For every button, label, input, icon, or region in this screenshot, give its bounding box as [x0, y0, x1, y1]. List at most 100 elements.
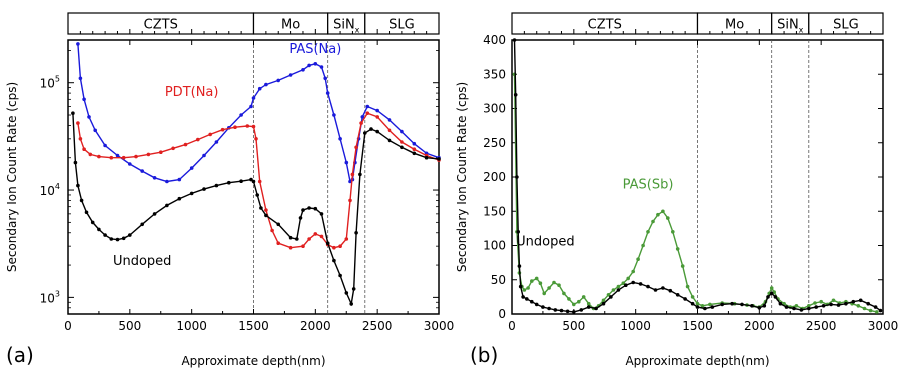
- data-point: [128, 162, 132, 166]
- data-point: [189, 166, 194, 170]
- data-point: [829, 302, 833, 307]
- region-label-text: CZTS: [588, 18, 622, 33]
- data-point: [821, 304, 826, 308]
- data-point: [720, 302, 724, 307]
- data-point: [567, 297, 571, 301]
- x-tick-label: 2000: [744, 319, 775, 333]
- data-point: [616, 288, 621, 292]
- data-point: [189, 191, 194, 196]
- data-point: [516, 230, 520, 234]
- y-tick-label: 100: [483, 239, 506, 253]
- data-point: [307, 206, 311, 210]
- data-point: [766, 295, 770, 299]
- data-point: [359, 121, 363, 125]
- data-point: [562, 291, 566, 296]
- y-axis-label: Secondary Ion Count Rate (cps): [455, 82, 469, 272]
- data-point: [661, 286, 665, 290]
- data-point: [348, 179, 352, 184]
- data-point: [264, 82, 268, 87]
- data-point: [338, 244, 342, 248]
- data-point: [769, 291, 774, 296]
- data-point: [685, 284, 690, 289]
- series-label: Undoped: [516, 235, 574, 250]
- data-point: [675, 293, 680, 297]
- data-point: [358, 172, 362, 177]
- data-point: [276, 78, 281, 83]
- region-label-text: SLG: [833, 18, 859, 33]
- data-point: [683, 297, 687, 301]
- data-point: [349, 302, 354, 306]
- y-tick-label: 105: [40, 75, 60, 91]
- data-point: [534, 302, 539, 307]
- data-point: [626, 276, 630, 281]
- x-axis-label: Approximate depth(nm): [181, 354, 325, 368]
- data-point: [807, 306, 811, 311]
- data-point: [332, 113, 336, 117]
- y-tick-exponent: 3: [55, 289, 60, 298]
- data-point: [703, 306, 707, 311]
- data-point: [301, 68, 305, 72]
- data-point: [202, 153, 206, 158]
- x-tick-label: 500: [118, 319, 141, 333]
- data-point: [522, 288, 527, 292]
- data-point: [365, 104, 370, 109]
- data-point: [288, 73, 293, 77]
- data-point: [220, 127, 225, 132]
- data-point: [624, 283, 628, 288]
- data-point: [323, 76, 328, 81]
- x-tick-label: 3000: [424, 319, 455, 333]
- data-point: [76, 42, 80, 46]
- data-point: [259, 206, 263, 210]
- data-point: [866, 301, 870, 306]
- x-tick-label: 2000: [300, 319, 331, 333]
- data-point: [844, 301, 848, 306]
- data-point: [424, 155, 429, 160]
- data-point: [631, 269, 635, 274]
- data-point: [750, 304, 754, 308]
- data-point: [792, 306, 796, 311]
- data-point: [526, 286, 530, 290]
- region-label: Mo: [281, 18, 300, 33]
- data-point: [621, 281, 626, 286]
- data-point: [530, 299, 534, 304]
- data-point: [354, 145, 358, 150]
- data-point: [239, 113, 243, 117]
- data-point: [288, 245, 293, 250]
- data-point: [344, 237, 349, 241]
- data-point: [641, 243, 645, 248]
- data-point: [249, 104, 253, 109]
- series-line: [77, 43, 440, 183]
- data-point: [251, 96, 256, 100]
- data-point: [873, 305, 878, 309]
- y-tick-label: 104: [40, 182, 60, 198]
- data-point: [93, 128, 97, 133]
- data-point: [103, 143, 107, 148]
- data-point: [90, 220, 95, 225]
- data-point: [586, 301, 591, 306]
- x-tick-label: 2500: [362, 319, 393, 333]
- data-point: [71, 111, 75, 115]
- data-point: [88, 152, 93, 157]
- data-point: [159, 150, 163, 154]
- data-point: [868, 308, 873, 313]
- data-point: [813, 301, 817, 305]
- data-point: [387, 118, 392, 122]
- data-point: [708, 302, 712, 307]
- y-tick-label: 150: [483, 204, 506, 218]
- panel-label: (b): [470, 343, 498, 367]
- data-point: [202, 187, 206, 191]
- data-point: [653, 288, 658, 292]
- data-point: [875, 310, 879, 314]
- data-point: [666, 216, 670, 220]
- data-point: [638, 282, 643, 286]
- series-line: [513, 74, 877, 313]
- region-label: SLG: [833, 18, 859, 33]
- data-point: [313, 232, 318, 236]
- data-point: [579, 308, 584, 312]
- data-point: [264, 213, 268, 218]
- data-point: [84, 210, 89, 215]
- data-point: [338, 137, 342, 141]
- data-point: [512, 38, 517, 42]
- data-point: [387, 128, 392, 133]
- x-tick-label: 1000: [176, 319, 207, 333]
